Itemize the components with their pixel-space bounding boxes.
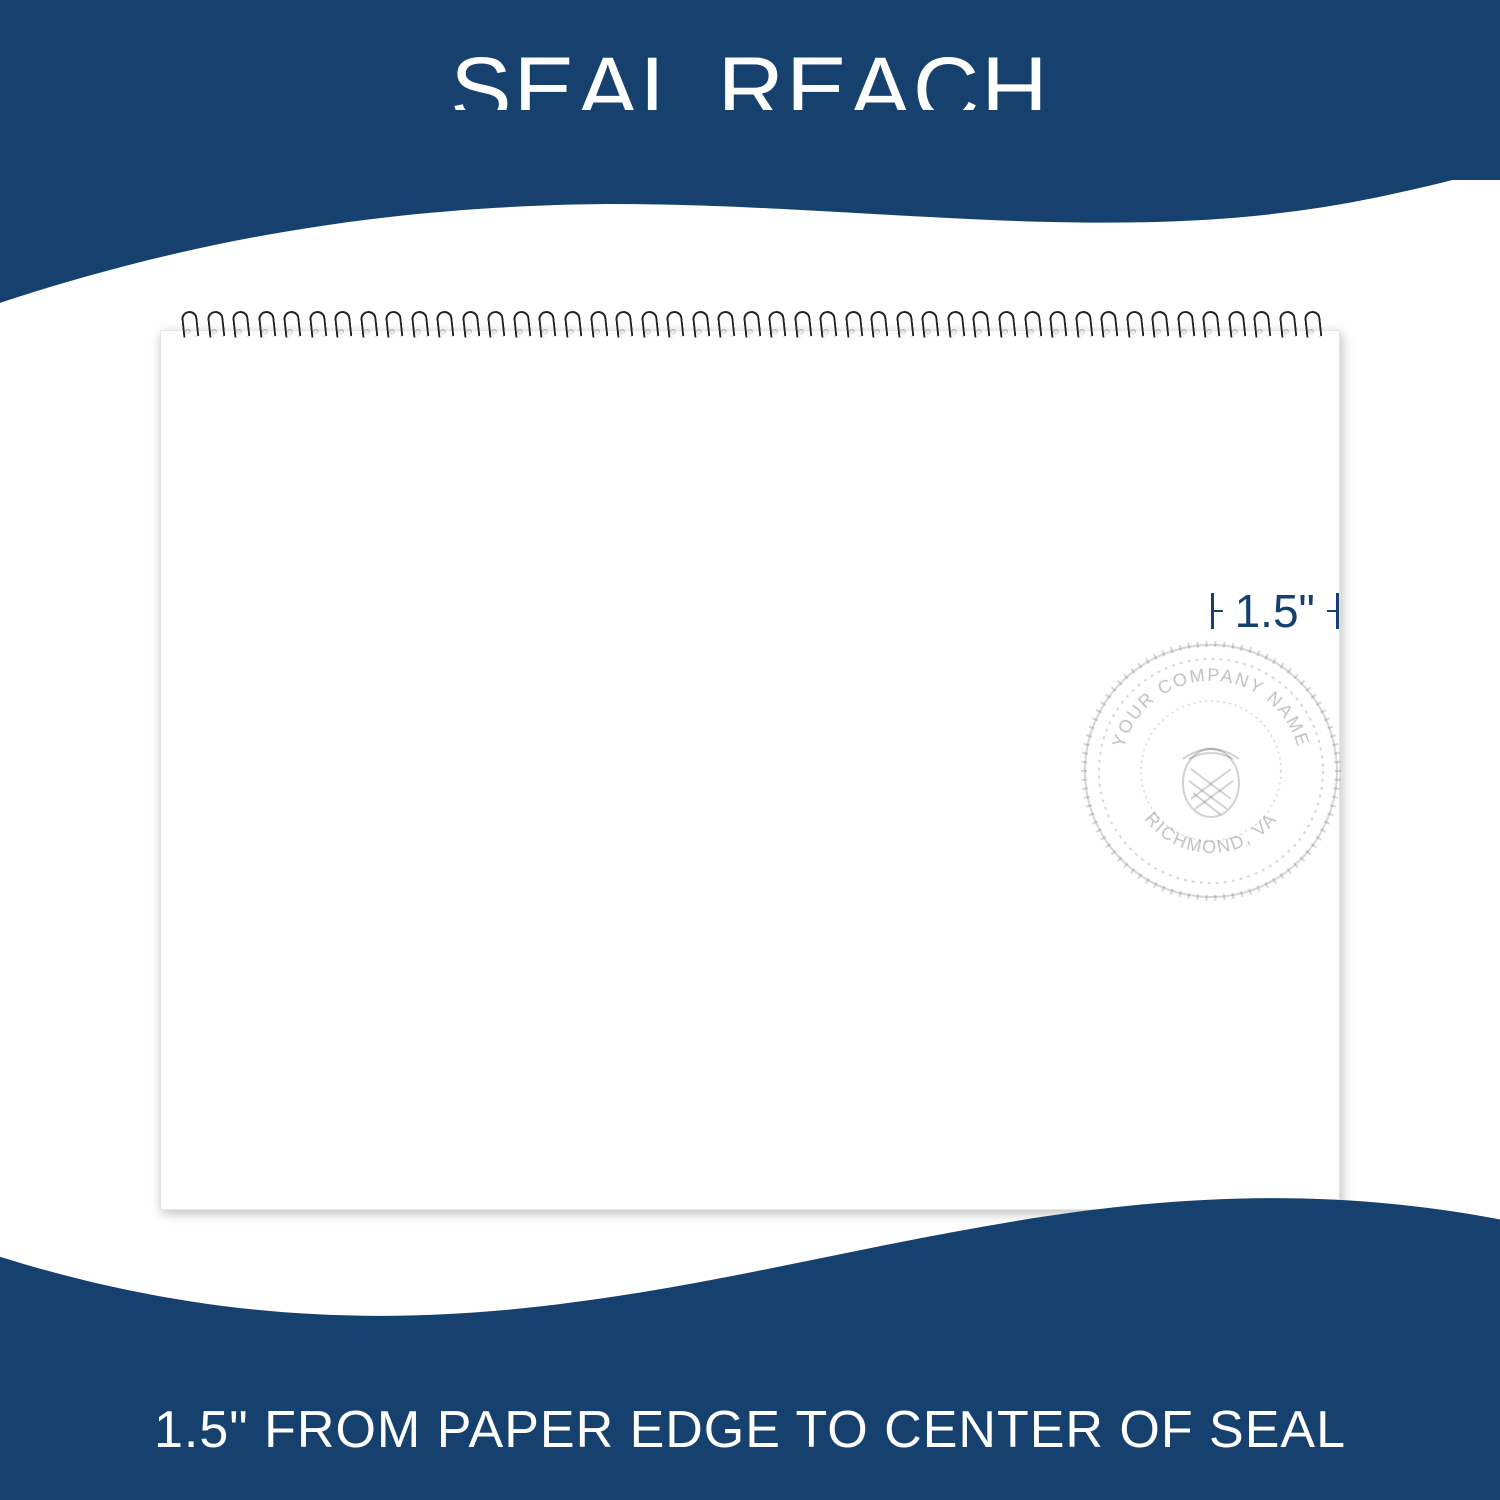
spiral-ring (1024, 315, 1038, 347)
spiral-ring (1253, 315, 1267, 347)
spiral-ring (921, 315, 935, 347)
svg-text:YOUR COMPANY NAME: YOUR COMPANY NAME (1108, 665, 1313, 750)
spiral-ring (232, 315, 246, 347)
spiral-ring (947, 315, 961, 347)
spiral-ring (896, 315, 910, 347)
spiral-ring (258, 315, 272, 347)
spiral-ring (411, 315, 425, 347)
embossed-seal: YOUR COMPANY NAME RICHMOND, VA (1081, 641, 1341, 901)
spiral-ring (666, 315, 680, 347)
spiral-ring (334, 315, 348, 347)
spiral-ring (794, 315, 808, 347)
spiral-ring (385, 315, 399, 347)
spiral-ring (1177, 315, 1191, 347)
measure-cap-right (1336, 593, 1339, 629)
header-band: SEAL REACH (0, 0, 1500, 180)
spiral-ring (870, 315, 884, 347)
spiral-ring (1100, 315, 1114, 347)
spiral-ring (1304, 315, 1318, 347)
spiral-ring (462, 315, 476, 347)
spiral-ring (207, 315, 221, 347)
spiral-ring (538, 315, 552, 347)
measure-label: 1.5" (1223, 584, 1327, 638)
spiral-ring (513, 315, 527, 347)
spiral-ring (1279, 315, 1293, 347)
header-title: SEAL REACH (450, 38, 1049, 143)
spiral-ring (436, 315, 450, 347)
spiral-ring (845, 315, 859, 347)
spiral-ring (615, 315, 629, 347)
notepad: 1.5" YOUR COMPANY NAME RICHMOND (160, 330, 1340, 1210)
spiral-ring (181, 315, 195, 347)
spiral-ring (998, 315, 1012, 347)
spiral-ring (717, 315, 731, 347)
seal-reach-measure: 1.5" (1211, 593, 1339, 629)
footer-text: 1.5" FROM PAPER EDGE TO CENTER OF SEAL (154, 1400, 1346, 1460)
spiral-ring (360, 315, 374, 347)
spiral-ring (1151, 315, 1165, 347)
spiral-ring (487, 315, 501, 347)
spiral-ring (768, 315, 782, 347)
spiral-ring (1049, 315, 1063, 347)
footer-band: 1.5" FROM PAPER EDGE TO CENTER OF SEAL (0, 1360, 1500, 1500)
stage: SEAL REACH 1.5" (0, 0, 1500, 1500)
spiral-ring (1202, 315, 1216, 347)
spiral-ring (743, 315, 757, 347)
svg-text:RICHMOND, VA: RICHMOND, VA (1141, 808, 1281, 857)
spiral-ring (309, 315, 323, 347)
spiral-ring (1126, 315, 1140, 347)
spiral-ring (1228, 315, 1242, 347)
measure-line-right (1327, 610, 1336, 612)
measure-line-left (1214, 610, 1223, 612)
spiral-ring (692, 315, 706, 347)
spiral-ring (819, 315, 833, 347)
spiral-ring (641, 315, 655, 347)
spiral-ring (972, 315, 986, 347)
spiral-ring (1075, 315, 1089, 347)
spiral-ring (564, 315, 578, 347)
spiral-binding (181, 315, 1319, 347)
spiral-ring (590, 315, 604, 347)
spiral-ring (283, 315, 297, 347)
